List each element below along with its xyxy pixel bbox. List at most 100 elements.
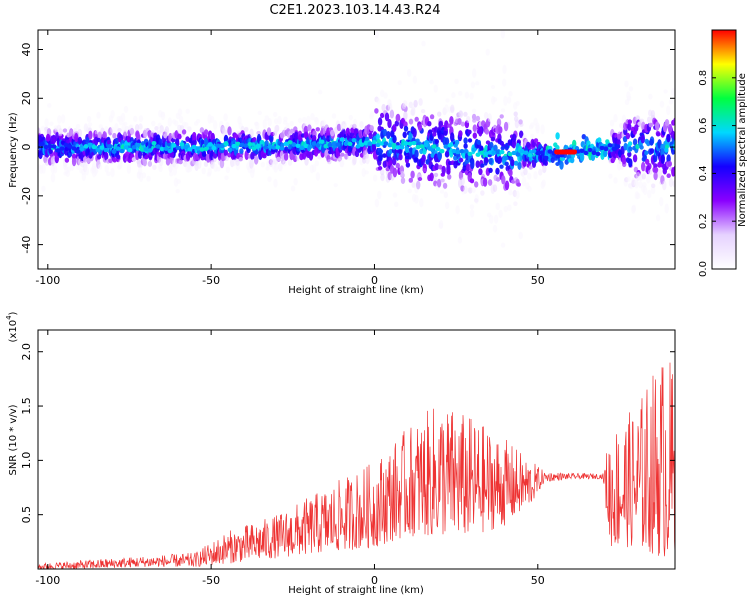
spectrogram-cell: [512, 133, 517, 143]
spectrogram-cell: [662, 180, 667, 191]
spectrogram-cell: [66, 166, 72, 173]
spectrogram-cell: [651, 183, 656, 189]
spectrogram-cell: [74, 132, 79, 143]
spectrogram-cell: [159, 125, 164, 133]
spectrogram-ridge-point: [235, 141, 241, 146]
spectrogram-cell: [504, 180, 510, 191]
spectrogram-cell: [168, 164, 173, 173]
spectrogram-cell: [317, 155, 322, 160]
spectrogram-cell: [666, 173, 671, 178]
spectrogram-cell: [472, 132, 477, 139]
spectrogram-cell: [232, 159, 237, 167]
spectrogram-cell: [378, 154, 383, 162]
spectrogram-ridge-point: [399, 145, 405, 150]
spectrogram-cell: [203, 161, 209, 167]
spectrogram-ridge-point: [411, 140, 417, 146]
spectrogram-ridge-point: [579, 148, 585, 153]
spectrogram-cell: [648, 93, 653, 100]
spectrogram-cell: [392, 135, 397, 144]
spectrogram-cell: [369, 111, 375, 118]
spectrogram-cell: [340, 152, 345, 157]
spectrogram-cell: [460, 121, 466, 127]
snr-y-tick-label: 2.0: [20, 343, 33, 361]
spectrogram-cell: [302, 116, 307, 123]
spectrogram-cell: [458, 110, 464, 118]
snr-x-ticks: -100 -50 0 50: [35, 330, 545, 587]
spectrogram-cell: [469, 209, 475, 218]
spectrogram-cell: [255, 121, 260, 130]
spectrogram-cell: [201, 152, 207, 158]
spectrogram-cell: [364, 170, 369, 175]
spectrogram-cell: [488, 158, 493, 165]
spectrogram-cell: [433, 172, 439, 178]
spectrogram-cell: [383, 92, 388, 99]
spectrogram-ridge-point: [271, 145, 277, 150]
spectrogram-cell: [506, 96, 512, 104]
spectrogram-cell: [651, 186, 656, 195]
spectrogram-cell: [104, 151, 109, 161]
spectrogram-cell: [628, 86, 634, 92]
spectrogram-cell: [523, 168, 528, 176]
spectrogram-cell: [497, 155, 503, 164]
spectrogram-cell: [504, 161, 509, 167]
snr-multiplier-exp: 4: [5, 315, 13, 320]
spectrogram-cell: [395, 113, 401, 122]
spectrogram-cell: [239, 148, 244, 155]
spectrogram-ridge-point: [187, 147, 193, 152]
spectrogram-ridge-point: [535, 150, 541, 156]
spectrogram-cell: [445, 150, 450, 158]
spectrogram-ridge-point: [583, 150, 589, 156]
spectrogram-ridge-point: [67, 144, 73, 149]
spectrogram-cell: [433, 84, 438, 93]
spectrogram-ridge-point: [191, 144, 197, 150]
spectrogram-ridge-point: [591, 150, 597, 155]
spectrogram-cell: [550, 157, 555, 164]
spectrogram-cell: [663, 89, 668, 94]
spectrogram-cell: [400, 177, 406, 185]
spectrogram-cell: [41, 163, 46, 174]
spectrogram-ridge-point: [111, 149, 117, 154]
spectrogram-ridge-point: [459, 149, 465, 154]
spectrogram-cell: [289, 121, 294, 127]
figure-title: C2E1.2023.103.14.43.R24: [269, 3, 440, 18]
spectrogram-cell: [254, 155, 259, 165]
spectrogram-cell: [412, 128, 417, 138]
spectrogram-cell: [641, 173, 646, 180]
spectrogram-cell: [374, 31, 379, 39]
spectrogram-cell: [382, 128, 388, 137]
spectrogram-cell: [626, 176, 631, 182]
snr-y-tick-label: 0.5: [20, 506, 33, 524]
spectrogram-cell: [184, 122, 189, 129]
spectrogram-cell: [45, 133, 51, 142]
spectrogram-ridge-point: [491, 150, 497, 155]
spectrogram-x-label: Height of straight line (km): [288, 285, 424, 296]
spectrogram-cell: [530, 122, 535, 128]
snr-x-label: Height of straight line (km): [288, 585, 424, 596]
spectrogram-cell: [474, 181, 479, 188]
spectrogram-cell: [50, 172, 56, 183]
spectrogram-cell: [436, 178, 442, 188]
spectrogram-ridge-point: [423, 142, 429, 148]
spectrogram-cell: [96, 111, 101, 119]
spectrogram-cell: [647, 116, 652, 123]
spectrogram-cell: [417, 177, 423, 181]
spectrogram-ridge-point: [355, 144, 361, 149]
spectrogram-cell: [102, 130, 107, 141]
spectrogram-cell: [438, 222, 443, 229]
spectrogram-cell: [123, 129, 128, 137]
spectrogram-cell: [621, 156, 627, 165]
spectrogram-cell: [152, 164, 157, 171]
spectrogram-cell: [201, 167, 206, 175]
spectrogram-cell: [666, 105, 671, 116]
spectrogram-cell: [118, 159, 123, 169]
spectrogram-cell: [174, 120, 179, 127]
spectrogram-ridge-point: [287, 140, 293, 145]
spectrogram-cell: [672, 180, 675, 188]
spectrogram-cell: [429, 172, 434, 182]
spectrogram-ridge-point: [391, 143, 397, 148]
colorbar: 0.0 0.2 0.4 0.6 0.8 Normalized spectral ampl…: [698, 29, 748, 277]
spectrogram-ridge-point: [195, 146, 201, 151]
spectrogram-ridge-point: [435, 146, 441, 152]
spectrogram-cell: [515, 190, 520, 199]
spectrogram-cell: [458, 130, 463, 138]
